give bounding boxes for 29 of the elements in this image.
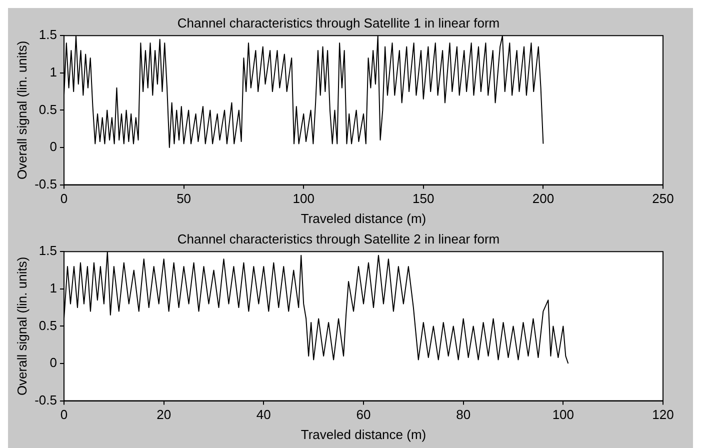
x-axis-title: Traveled distance (m) <box>300 426 426 442</box>
x-axis-title: Traveled distance (m) <box>300 210 426 226</box>
x-tick-label: 20 <box>156 407 172 422</box>
y-tick-label: 0.5 <box>38 102 57 117</box>
x-tick-label: 50 <box>176 191 192 206</box>
x-tick-label: 150 <box>412 191 434 206</box>
y-tick-label: 1.5 <box>38 243 57 258</box>
x-tick-label: 0 <box>60 191 68 206</box>
x-tick-label: 100 <box>552 407 574 422</box>
y-tick-label: -0.5 <box>34 176 57 192</box>
y-tick-label: 0 <box>50 355 57 370</box>
x-tick-label: 120 <box>652 407 674 422</box>
y-tick-label: 0 <box>50 139 57 154</box>
x-tick-label: 200 <box>532 191 554 206</box>
x-tick-label: 40 <box>256 407 271 422</box>
x-tick-label: 250 <box>652 191 674 206</box>
x-tick-label: 0 <box>60 407 68 422</box>
y-tick-label: -0.5 <box>34 392 57 408</box>
chart-title: Channel characteristics through Satellite 2 in linear form <box>177 231 500 246</box>
chart-title: Channel characteristics through Satellite 1 in linear form <box>177 15 500 30</box>
x-tick-label: 60 <box>356 407 371 422</box>
y-axis-title: Overall signal (lin. units) <box>14 256 30 396</box>
y-axis-title: Overall signal (lin. units) <box>14 40 30 180</box>
y-tick-label: 1 <box>50 64 57 80</box>
y-tick-label: 0.5 <box>38 318 57 333</box>
y-tick-label: 1.5 <box>38 27 57 42</box>
x-tick-label: 80 <box>456 407 471 422</box>
x-tick-label: 100 <box>292 191 314 206</box>
y-tick-label: 1 <box>50 280 57 296</box>
